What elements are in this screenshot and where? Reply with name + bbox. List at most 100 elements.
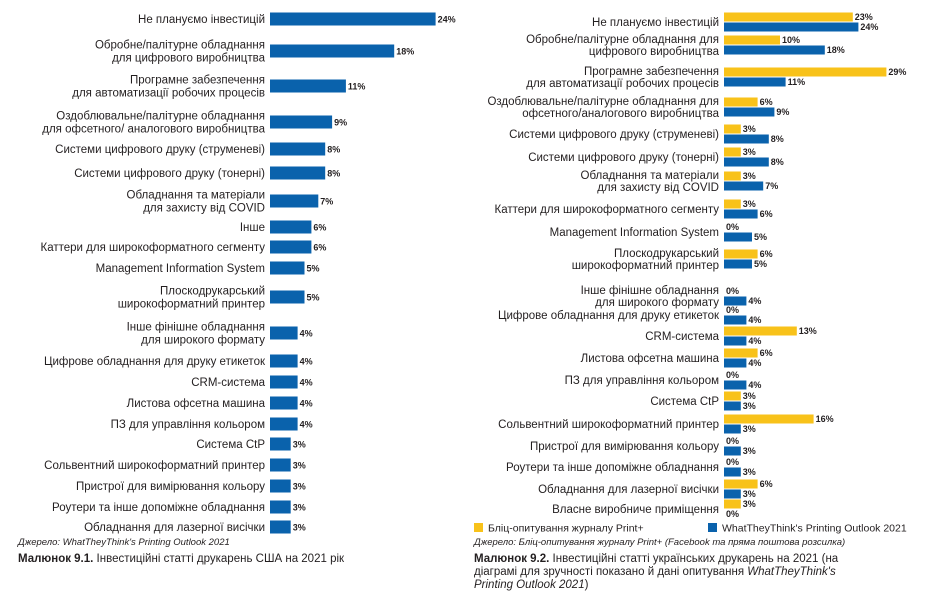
right-value-label-printplus: 0% [726, 436, 739, 446]
right-bar-printplus [724, 199, 741, 209]
right-bar-whattheythink [724, 358, 747, 368]
right-bar-whattheythink [724, 107, 775, 117]
right-bar-printplus [724, 499, 741, 509]
right-value-label-whattheythink: 7% [765, 181, 778, 191]
right-caption-italic-3: Printing Outlook 2021 [474, 579, 585, 591]
left-category-label: Каттери для широкоформатного сегменту [41, 242, 266, 254]
left-value-label: 11% [348, 82, 366, 92]
right-caption-text-1: Інвестиційні статті українських друкарен… [549, 553, 839, 565]
legend: Бліц-опитування журналу Print+ WhatTheyTh… [474, 523, 907, 535]
right-value-label-printplus: 3% [743, 171, 756, 181]
right-category-label: Обладнання для лазерної висічки [538, 484, 719, 496]
left-value-label: 4% [300, 329, 313, 339]
left-category-label: Оздоблювальне/палітурне обладнання [56, 111, 265, 123]
right-category-label: Обробне/палітурне обладнання для [526, 34, 719, 46]
right-category-label: Власне виробниче приміщення [552, 504, 719, 516]
left-bar [270, 142, 326, 156]
left-caption-number: Малюнок 9.1. [18, 553, 94, 565]
right-category-label: ПЗ для управління кольором [565, 375, 719, 387]
right-value-label-whattheythink: 24% [860, 22, 878, 32]
right-value-label-whattheythink: 3% [743, 446, 756, 456]
left-bar [270, 354, 298, 368]
right-category-label: Листова офсетна машина [581, 353, 720, 365]
right-bar-whattheythink [724, 296, 747, 306]
left-value-label: 8% [327, 169, 340, 179]
right-category-label: Роутери та інше допоміжне обладнання [506, 462, 719, 474]
right-value-label-printplus: 3% [743, 391, 756, 401]
right-bar-whattheythink [724, 489, 741, 499]
right-bar-whattheythink [724, 209, 758, 219]
left-value-label: 4% [300, 399, 313, 409]
right-category-label: Не плануємо інвестицій [592, 17, 719, 29]
left-bar [270, 396, 298, 410]
right-value-label-whattheythink: 4% [748, 315, 761, 325]
left-value-label: 6% [313, 243, 326, 253]
right-bar-printplus [724, 391, 741, 401]
right-value-label-printplus: 10% [782, 35, 800, 45]
left-value-label: 3% [293, 482, 306, 492]
left-category-label: Роутери та інше допоміжне обладнання [52, 502, 265, 514]
right-bar-whattheythink [724, 157, 769, 167]
left-category-label: широкоформатний принтер [118, 299, 265, 311]
right-value-label-printplus: 3% [743, 499, 756, 509]
left-bar [270, 44, 395, 58]
left-category-label: Сольвентний широкоформатний принтер [44, 460, 265, 472]
right-value-label-printplus: 0% [726, 370, 739, 380]
right-caption-number: Малюнок 9.2. [474, 553, 550, 565]
right-value-label-whattheythink: 8% [771, 134, 784, 144]
right-value-label-whattheythink: 9% [776, 107, 789, 117]
left-value-label: 24% [438, 15, 456, 25]
right-value-label-printplus: 6% [760, 348, 773, 358]
right-category-label: Системи цифрового друку (струменеві) [509, 129, 719, 141]
right-category-label: Обладнання та матеріали [581, 170, 720, 182]
right-category-label: Інше фінішне обладнання [581, 285, 719, 297]
right-bar-printplus [724, 12, 853, 22]
right-value-label-whattheythink: 3% [743, 401, 756, 411]
right-value-label-printplus: 0% [726, 305, 739, 315]
left-category-label: Не плануємо інвестицій [138, 14, 265, 26]
right-bar-whattheythink [724, 336, 747, 346]
right-category-label: Цифрове обладнання для друку етикеток [498, 310, 720, 322]
right-bar-whattheythink [724, 77, 786, 87]
left-bar [270, 261, 305, 275]
right-category-label: цифрового виробництва [589, 46, 720, 58]
left-value-label: 7% [320, 197, 333, 207]
left-category-label: для автоматизації робочих процесів [72, 88, 265, 100]
right-value-label-whattheythink: 4% [748, 380, 761, 390]
left-category-label: Системи цифрового друку (тонерні) [74, 168, 265, 180]
right-value-label-printplus: 0% [726, 286, 739, 296]
left-category-label: ПЗ для управління кольором [111, 419, 265, 431]
right-value-label-whattheythink: 5% [754, 232, 767, 242]
left-category-label: Обладнання та матеріали [127, 190, 266, 202]
left-value-label: 3% [293, 461, 306, 471]
right-value-label-whattheythink: 4% [748, 358, 761, 368]
right-category-label: для захисту від COVID [597, 182, 719, 194]
right-value-label-whattheythink: 8% [771, 157, 784, 167]
left-category-label: Листова офсетна машина [127, 398, 266, 410]
right-bar-whattheythink [724, 22, 859, 32]
right-bar-whattheythink [724, 467, 741, 477]
right-value-label-printplus: 6% [760, 479, 773, 489]
left-category-label: для офсетного/ аналогового виробництва [42, 124, 265, 136]
left-value-label: 6% [313, 223, 326, 233]
right-category-label: Плоскодрукарський [614, 248, 719, 260]
left-value-label: 3% [293, 503, 306, 513]
right-bar-whattheythink [724, 424, 741, 434]
legend-item-printplus-label: Бліц-опитування журналу Print+ [488, 523, 644, 535]
right-value-label-printplus: 6% [760, 249, 773, 259]
left-bar [270, 240, 312, 254]
legend-item-whattheythink-label: WhatTheyThink's Printing Outlook 2021 [722, 523, 907, 535]
right-value-label-whattheythink: 6% [760, 209, 773, 219]
right-category-label: широкоформатний принтер [572, 260, 719, 272]
left-bar [270, 458, 291, 472]
left-bar [270, 479, 291, 493]
right-value-label-printplus: 23% [855, 12, 873, 22]
left-bar-chart: Не плануємо інвестицій 24% Обробне/палітур… [41, 12, 456, 534]
right-value-label-printplus: 3% [743, 147, 756, 157]
left-bar [270, 290, 305, 304]
right-value-label-printplus: 6% [760, 97, 773, 107]
left-category-label: Плоскодрукарський [160, 286, 265, 298]
left-category-label: для широкого формату [141, 335, 265, 347]
left-bar [270, 220, 312, 234]
